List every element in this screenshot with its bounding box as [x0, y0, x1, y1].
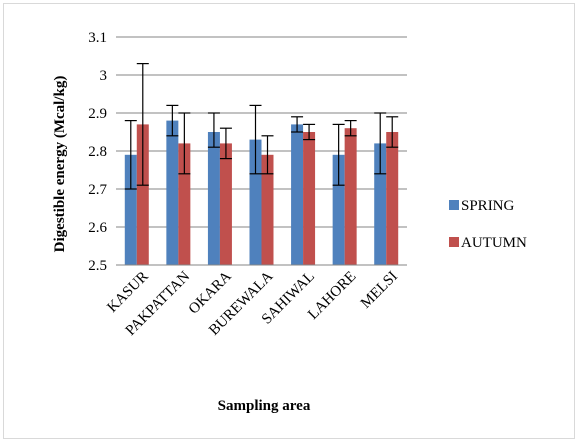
bar-autumn — [303, 132, 316, 265]
chart-frame — [3, 3, 575, 439]
bar-spring — [124, 154, 137, 265]
y-axis-title: Digestible energy (Mcal/kg) — [52, 76, 68, 253]
y-tick-label: 2.5 — [88, 258, 107, 274]
x-tick-labels: KASURPAKPATTANOKARABUREWALASAHIWALLAHORE… — [104, 268, 401, 339]
legend-label-spring: SPRING — [461, 198, 515, 214]
y-tick-label: 3.1 — [88, 30, 107, 46]
bar-autumn — [136, 124, 149, 266]
x-tick-label: MELSI — [358, 269, 401, 312]
bars — [124, 120, 399, 266]
y-tick-label: 2.6 — [88, 220, 107, 236]
bar-autumn — [219, 143, 232, 265]
x-axis-title: Sampling area — [218, 398, 311, 414]
bar-spring — [291, 124, 304, 266]
legend-swatch-autumn — [449, 237, 459, 247]
legend-label-autumn: AUTUMN — [461, 235, 527, 251]
bar-autumn — [344, 128, 357, 265]
y-tick-label: 3 — [100, 68, 108, 84]
y-tick-label: 2.9 — [88, 106, 107, 122]
bar-spring — [166, 120, 179, 265]
y-tick-label: 2.8 — [88, 144, 107, 160]
legend-swatch-spring — [449, 200, 459, 210]
bar-autumn — [261, 154, 274, 265]
bar-spring — [332, 154, 345, 265]
y-tick-label: 2.7 — [88, 182, 107, 198]
legend: SPRING AUTUMN — [449, 198, 527, 251]
error-bars — [124, 62, 399, 190]
bar-autumn — [386, 132, 399, 265]
bar-spring — [207, 132, 220, 265]
bar-spring — [249, 139, 262, 265]
y-tick-labels: 2.5 2.6 2.7 2.8 2.9 3 3.1 — [88, 30, 107, 274]
